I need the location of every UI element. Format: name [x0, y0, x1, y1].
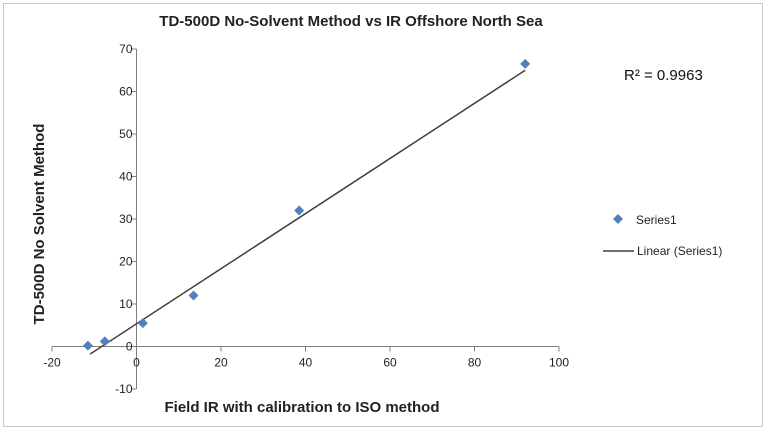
y-tick-label: 30	[119, 212, 133, 226]
data-point	[137, 318, 148, 329]
legend-label-trend: Linear (Series1)	[637, 244, 722, 258]
y-tick-labels: -10 0 10 20 30 40 50 60 70	[115, 42, 133, 396]
y-tick-label: 20	[119, 255, 133, 269]
y-tick-label: 70	[119, 42, 133, 56]
scatter-chart: TD-500D No-Solvent Method vs IR Offshore…	[31, 13, 722, 416]
data-points	[82, 58, 531, 351]
y-axis-label: TD-500D No Solvent Method	[31, 124, 48, 325]
y-tick-label: -10	[115, 382, 133, 396]
data-point	[294, 205, 305, 216]
x-axis-label: Field IR with calibration to ISO method	[164, 399, 439, 416]
legend-label-series1: Series1	[636, 213, 677, 227]
y-tick-label: 0	[126, 340, 133, 354]
legend-marker-series1	[613, 214, 623, 224]
data-point	[99, 336, 110, 347]
y-tick-label: 10	[119, 297, 133, 311]
r-squared-label: R² = 0.9963	[624, 67, 703, 84]
x-tick-label: 60	[383, 356, 397, 370]
data-point	[188, 290, 199, 301]
x-tick-labels: -20 0 20 40 60 80 100	[43, 356, 569, 370]
y-tick-label: 40	[119, 170, 133, 184]
chart-title: TD-500D No-Solvent Method vs IR Offshore…	[159, 13, 543, 30]
y-tick-label: 50	[119, 127, 133, 141]
x-tick-label: 40	[299, 356, 313, 370]
trendline	[89, 69, 526, 355]
y-tick-label: 60	[119, 85, 133, 99]
data-point	[520, 58, 531, 69]
legend: Series1 Linear (Series1)	[603, 213, 722, 258]
x-tick-label: -20	[43, 356, 61, 370]
data-point	[82, 340, 93, 351]
trendline-group	[89, 69, 526, 355]
chart-frame: TD-500D No-Solvent Method vs IR Offshore…	[3, 3, 763, 427]
x-tick-label: 100	[549, 356, 569, 370]
x-axis	[51, 346, 560, 352]
x-tick-label: 0	[133, 356, 140, 370]
x-tick-label: 80	[468, 356, 482, 370]
x-tick-label: 20	[214, 356, 228, 370]
